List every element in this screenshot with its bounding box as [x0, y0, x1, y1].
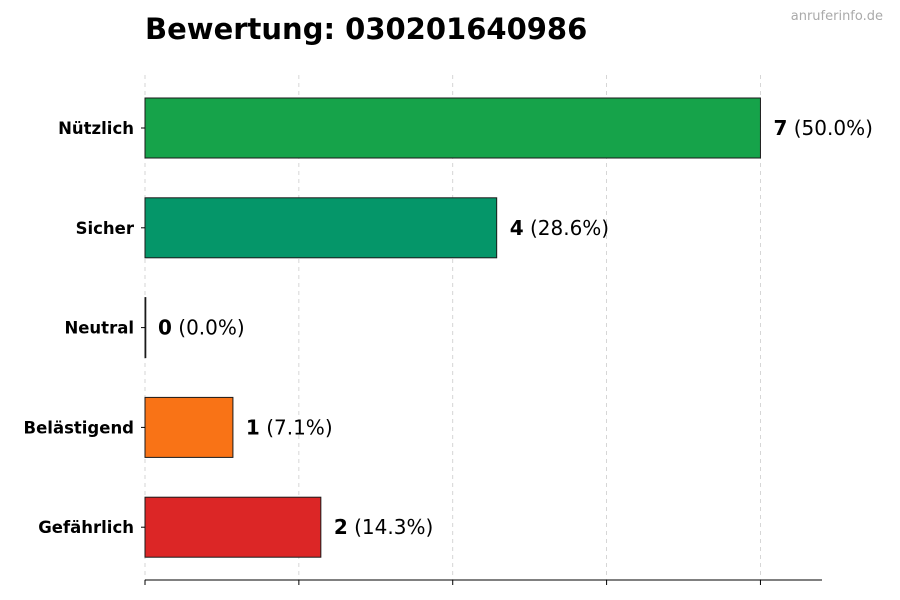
- label-layer: Nützlich 7 (50.0%) Sicher 4 (28.6%) Neutral 0…: [24, 116, 873, 539]
- value-count: 4: [510, 216, 524, 240]
- value-percent: (50.0%): [787, 116, 873, 140]
- value-label: 1 (7.1%): [246, 415, 333, 439]
- category-label: Gefährlich: [38, 518, 134, 537]
- bar: [144, 297, 147, 359]
- value-count: 2: [334, 515, 348, 539]
- category-label: Nützlich: [58, 119, 134, 138]
- value-percent: (14.3%): [348, 515, 434, 539]
- category-label: Belästigend: [24, 418, 134, 437]
- value-count: 1: [246, 415, 260, 439]
- value-label: 2 (14.3%): [334, 515, 433, 539]
- chart-title: Bewertung: 030201640986: [145, 12, 588, 46]
- value-count: 7: [773, 116, 787, 140]
- value-label: 0 (0.0%): [158, 316, 245, 340]
- value-count: 0: [158, 316, 172, 340]
- bar: [144, 197, 498, 259]
- value-percent: (0.0%): [172, 316, 245, 340]
- bar: [144, 496, 322, 558]
- value-percent: (28.6%): [524, 216, 610, 240]
- watermark: anruferinfo.de: [790, 9, 883, 24]
- category-label: Neutral: [64, 319, 134, 338]
- bar: [144, 396, 234, 458]
- value-label: 7 (50.0%): [773, 116, 872, 140]
- axis-layer: [141, 127, 822, 585]
- category-label: Sicher: [76, 219, 135, 238]
- value-label: 4 (28.6%): [510, 216, 609, 240]
- value-percent: (7.1%): [260, 415, 333, 439]
- bar-layer: [144, 97, 761, 558]
- bar: [144, 97, 761, 159]
